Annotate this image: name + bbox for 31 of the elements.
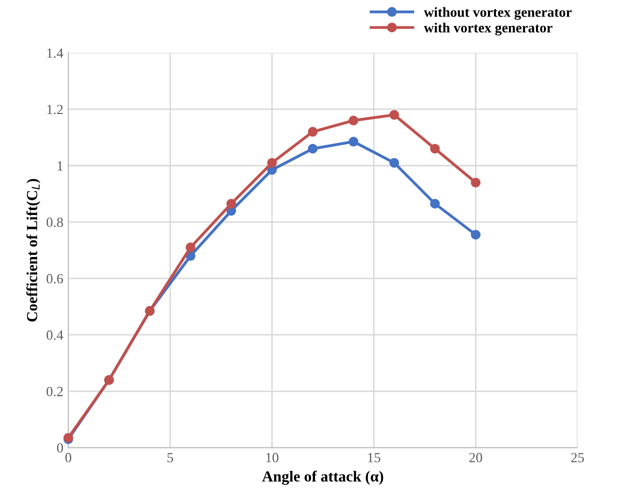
x-tick-label: 25 (571, 452, 584, 462)
legend-label: with vortex generator (424, 22, 552, 36)
point (430, 144, 440, 154)
point (186, 242, 196, 252)
x-tick-label: 20 (469, 452, 482, 462)
x-tick-label: 5 (167, 453, 174, 462)
point (226, 198, 236, 209)
x-tick-label: 10 (266, 452, 278, 462)
y-tick-label: 0.4 (46, 330, 64, 340)
point (389, 110, 400, 120)
y-tick-label: 1.4 (47, 48, 64, 58)
y-tick-label: 0.6 (46, 274, 64, 284)
y-tick-label: 0 (57, 443, 63, 453)
legend-label: without vortex generator (424, 7, 572, 20)
x-tick-label: 0 (65, 452, 72, 462)
point (267, 158, 277, 168)
x-tick-label: 15 (368, 453, 380, 462)
point (430, 198, 440, 209)
point (389, 158, 400, 168)
point (348, 136, 358, 147)
y-axis-title: Coefficient of Lift(C$_{L}$) (26, 178, 40, 322)
point (470, 178, 481, 188)
point (348, 116, 358, 126)
y-tick-label: 0.2 (46, 386, 63, 396)
point (470, 230, 481, 240)
point (308, 126, 318, 137)
point (308, 144, 318, 154)
x-axis-title: Angle of attack (α) (262, 470, 384, 485)
y-tick-label: 1.2 (47, 104, 63, 114)
y-tick-label: 1 (58, 161, 63, 170)
y-tick-label: 0.8 (46, 218, 63, 228)
